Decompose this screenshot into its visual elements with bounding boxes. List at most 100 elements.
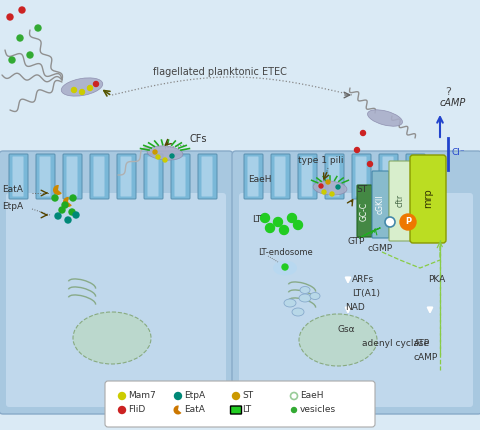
FancyBboxPatch shape <box>243 154 263 199</box>
Circle shape <box>62 202 68 208</box>
Circle shape <box>360 130 365 135</box>
Text: ATP: ATP <box>413 339 429 348</box>
Circle shape <box>69 209 75 215</box>
FancyBboxPatch shape <box>301 157 312 197</box>
Text: LT: LT <box>241 405 251 415</box>
Circle shape <box>279 225 288 234</box>
Circle shape <box>52 195 58 201</box>
Text: EtpA: EtpA <box>184 391 204 400</box>
Circle shape <box>73 212 79 218</box>
Circle shape <box>354 147 359 153</box>
FancyBboxPatch shape <box>36 154 55 199</box>
Circle shape <box>293 221 302 230</box>
Text: type 1 pili: type 1 pili <box>298 156 343 165</box>
FancyBboxPatch shape <box>382 157 393 197</box>
FancyBboxPatch shape <box>105 381 374 427</box>
Text: PKA: PKA <box>427 275 444 284</box>
Circle shape <box>318 184 323 188</box>
Text: EaeH: EaeH <box>300 391 323 400</box>
FancyBboxPatch shape <box>328 157 339 197</box>
Text: LT-endosome: LT-endosome <box>257 248 312 257</box>
FancyBboxPatch shape <box>356 185 371 237</box>
Circle shape <box>232 393 239 399</box>
Circle shape <box>163 158 167 162</box>
Circle shape <box>273 218 282 227</box>
Text: LT(A1): LT(A1) <box>351 289 379 298</box>
Text: ?: ? <box>444 87 450 97</box>
FancyBboxPatch shape <box>378 154 397 199</box>
FancyBboxPatch shape <box>9 154 28 199</box>
Circle shape <box>384 217 394 227</box>
FancyBboxPatch shape <box>63 154 82 199</box>
FancyBboxPatch shape <box>144 154 163 199</box>
Text: mrp: mrp <box>422 188 432 208</box>
FancyBboxPatch shape <box>239 193 472 407</box>
FancyBboxPatch shape <box>12 157 24 197</box>
FancyBboxPatch shape <box>409 155 445 243</box>
Circle shape <box>59 207 65 213</box>
Circle shape <box>399 214 415 230</box>
Text: Mam7: Mam7 <box>128 391 156 400</box>
Ellipse shape <box>299 294 311 302</box>
FancyBboxPatch shape <box>408 157 420 197</box>
Circle shape <box>65 217 71 223</box>
Circle shape <box>19 7 25 13</box>
Circle shape <box>153 150 156 154</box>
Text: cGMP: cGMP <box>367 244 392 253</box>
Circle shape <box>17 35 23 41</box>
Text: vesicles: vesicles <box>300 405 336 415</box>
FancyBboxPatch shape <box>198 154 216 199</box>
FancyBboxPatch shape <box>274 157 285 197</box>
FancyBboxPatch shape <box>298 154 316 199</box>
Text: NAD: NAD <box>344 303 364 312</box>
Text: CFs: CFs <box>190 134 207 144</box>
Text: cftr: cftr <box>395 194 404 206</box>
Text: EatA: EatA <box>184 405 204 415</box>
Ellipse shape <box>273 261 296 276</box>
Text: GC-C: GC-C <box>359 201 368 221</box>
FancyBboxPatch shape <box>355 157 366 197</box>
FancyBboxPatch shape <box>230 406 241 414</box>
Ellipse shape <box>61 78 103 96</box>
FancyBboxPatch shape <box>120 157 131 197</box>
Text: cAMP: cAMP <box>439 98 465 108</box>
Wedge shape <box>173 405 181 415</box>
FancyBboxPatch shape <box>247 157 258 197</box>
Circle shape <box>118 393 125 399</box>
Text: Cl⁻: Cl⁻ <box>451 148 465 157</box>
FancyBboxPatch shape <box>388 161 410 241</box>
Text: GTP: GTP <box>347 237 365 246</box>
Circle shape <box>156 155 160 159</box>
Circle shape <box>325 180 329 184</box>
Circle shape <box>9 57 15 63</box>
FancyBboxPatch shape <box>270 154 289 199</box>
Circle shape <box>321 190 325 194</box>
Text: EaeH: EaeH <box>248 175 271 184</box>
Text: LT: LT <box>252 215 261 224</box>
FancyBboxPatch shape <box>174 157 185 197</box>
Circle shape <box>169 154 174 158</box>
Ellipse shape <box>312 181 346 195</box>
FancyBboxPatch shape <box>231 151 480 414</box>
Circle shape <box>7 14 13 20</box>
Text: cGKII: cGKII <box>375 194 384 214</box>
Circle shape <box>93 82 98 86</box>
Circle shape <box>35 25 41 31</box>
Wedge shape <box>53 185 62 195</box>
Text: adenyl cyclase: adenyl cyclase <box>361 339 428 348</box>
Circle shape <box>291 408 296 412</box>
Ellipse shape <box>291 308 303 316</box>
Circle shape <box>329 192 333 196</box>
Ellipse shape <box>300 286 309 294</box>
Circle shape <box>72 87 76 92</box>
Circle shape <box>260 214 269 222</box>
FancyBboxPatch shape <box>6 193 226 407</box>
Circle shape <box>265 224 274 233</box>
FancyBboxPatch shape <box>371 171 388 238</box>
FancyBboxPatch shape <box>201 157 212 197</box>
FancyBboxPatch shape <box>405 154 424 199</box>
Text: FliD: FliD <box>128 405 145 415</box>
Circle shape <box>27 52 33 58</box>
Text: ARFs: ARFs <box>351 275 373 284</box>
Circle shape <box>79 89 84 95</box>
